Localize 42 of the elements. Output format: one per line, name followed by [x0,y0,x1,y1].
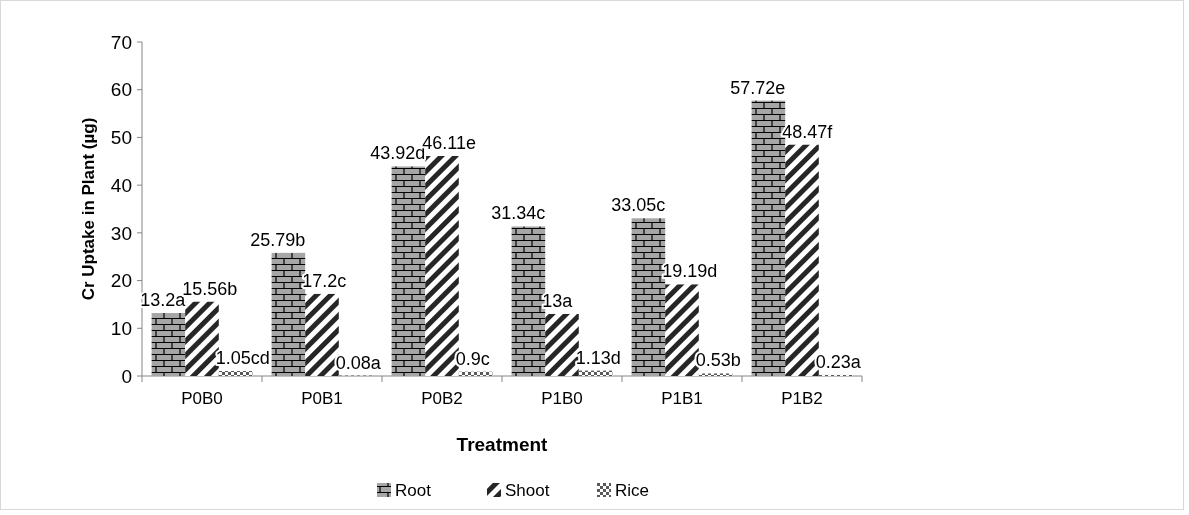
data-label: 13a [542,290,574,311]
x-tick-label: P1B1 [661,389,703,408]
legend-label: Shoot [505,480,550,500]
x-tick-label: P0B2 [421,389,463,408]
bar [698,373,733,376]
bar [185,301,219,376]
bar [458,371,493,376]
x-axis-title: Treatment [456,434,549,455]
bar [578,370,613,376]
y-tick-label: 30 [110,222,132,244]
y-tick-label: 60 [110,79,132,101]
legend-label: Root [395,480,432,500]
data-label: 0.08a [335,352,382,373]
data-label: 13.2a [140,290,187,311]
bar [545,313,579,376]
y-tick-label: 40 [110,174,132,196]
data-label: 31.34c [491,203,546,224]
data-label: 48.47f [782,121,834,142]
y-axis-title: Cr Uptake in Plant (µg) [79,117,98,301]
bar [218,370,253,376]
data-label: 0.23a [815,351,862,372]
data-label: 19.19d [662,261,718,282]
x-tick-label: P1B0 [541,389,583,408]
data-label: 33.05c [611,195,666,216]
bar [151,313,186,376]
data-label: 0.9c [455,348,490,369]
y-tick-label: 0 [121,365,132,387]
bar [391,166,426,376]
y-tick-label: 70 [110,31,132,53]
y-tick-label: 20 [110,270,132,292]
y-tick-label: 10 [110,317,132,339]
legend-label: Rice [615,480,650,500]
x-tick-label: P1B2 [781,389,823,408]
x-tick-label: P0B0 [181,389,223,408]
data-label: 0.53b [695,350,741,371]
x-tick-label: P0B1 [301,389,343,408]
data-label: 25.79b [250,229,306,250]
y-tick-label: 50 [110,127,132,149]
data-label: 17.2c [302,270,347,291]
data-label: 1.13d [575,347,621,368]
data-label: 1.05cd [215,347,270,368]
data-label: 57.72e [730,77,786,98]
